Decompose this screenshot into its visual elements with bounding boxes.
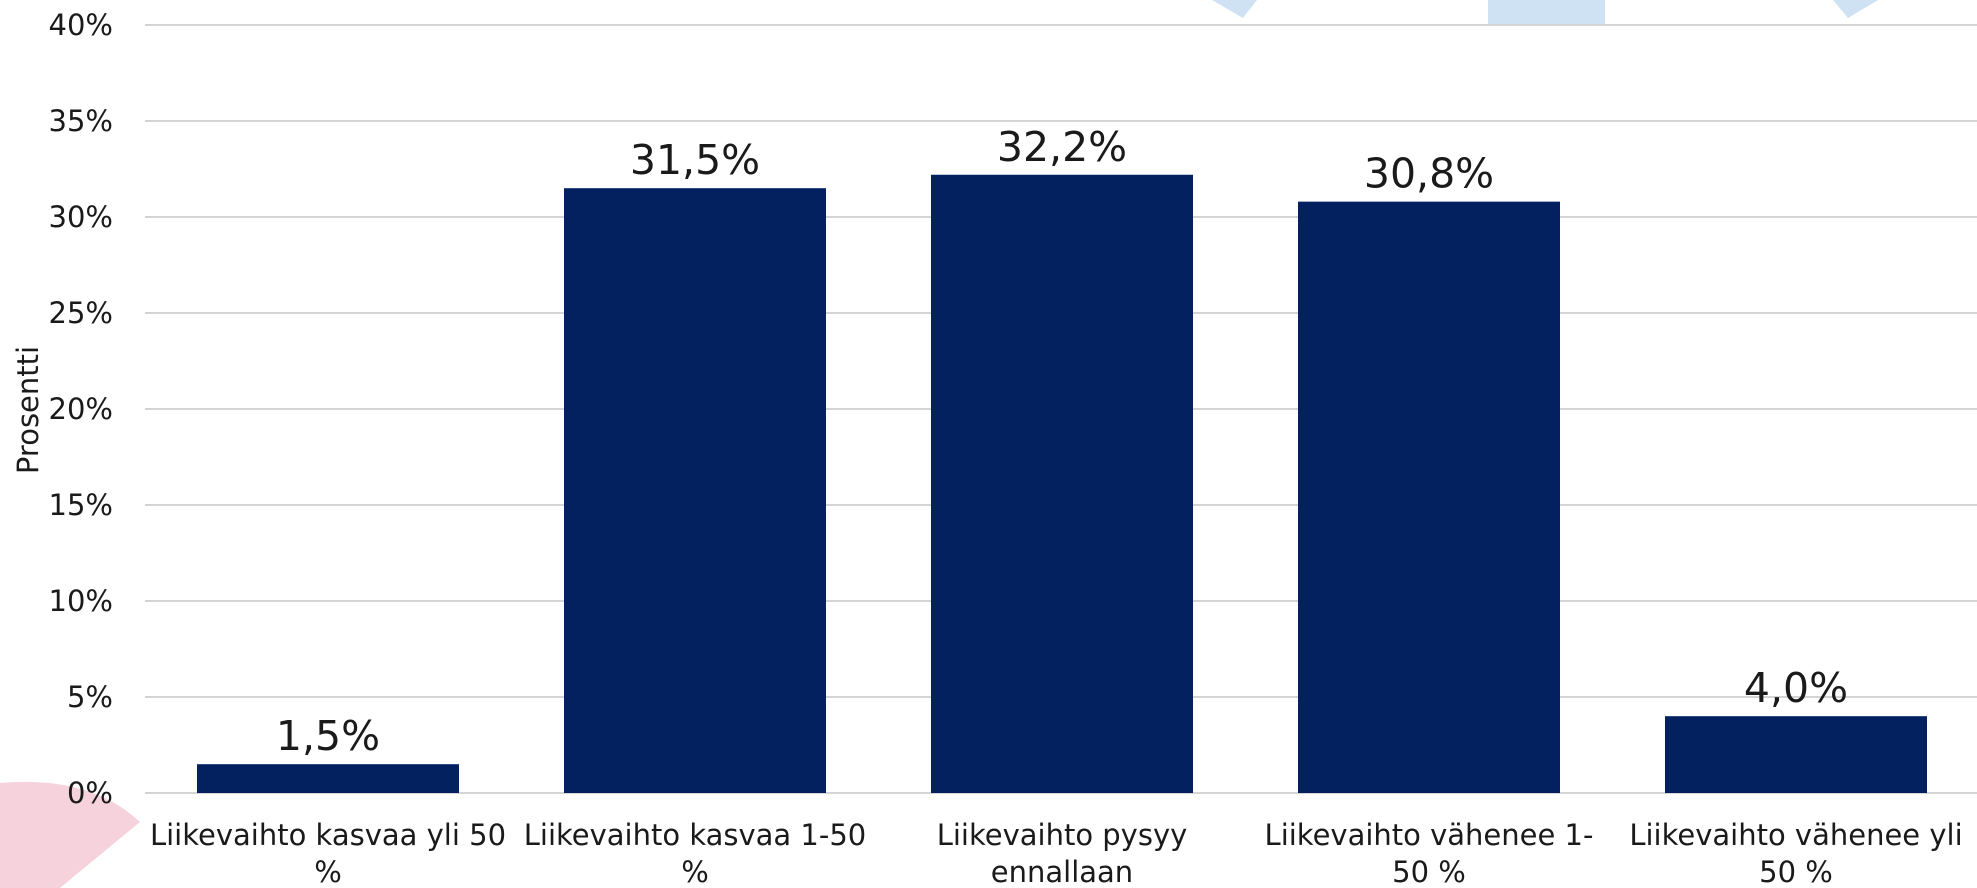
data-label: 4,0%	[1744, 664, 1848, 712]
y-tick-label: 10%	[49, 584, 113, 618]
y-tick-label: 25%	[49, 296, 113, 330]
data-label: 31,5%	[630, 136, 760, 184]
x-category-label: Liikevaihto kasvaa 1-50%	[524, 818, 866, 888]
y-tick-label: 5%	[67, 680, 113, 714]
y-tick-label: 15%	[49, 488, 113, 522]
decor-blue-wedge-left	[1212, 0, 1257, 18]
decor-pink-circle	[0, 781, 140, 888]
x-category-label: Liikevaihto vähenee yli 50 %	[1629, 818, 1962, 888]
bar	[564, 188, 826, 793]
data-labels: 1,5% 31,5% 32,2% 30,8% 4,0%	[276, 123, 1848, 760]
x-category-label: Liikevaihto vähenee 1-50 %	[1265, 818, 1594, 888]
y-axis-ticks: 0% 5% 10% 15% 20% 25% 30% 35% 40%	[49, 8, 113, 810]
data-label: 1,5%	[276, 712, 380, 760]
decor-blue-wedge-right	[1833, 0, 1878, 18]
x-category-label: Liikevaihto pysyy ennallaan	[937, 818, 1188, 888]
data-label: 30,8%	[1364, 150, 1494, 198]
y-tick-label: 20%	[49, 392, 113, 426]
y-tick-label: 40%	[49, 8, 113, 42]
bars	[197, 174, 1927, 793]
bar	[197, 764, 459, 793]
y-tick-label: 35%	[49, 104, 113, 138]
data-label: 32,2%	[997, 123, 1127, 171]
x-axis-categories: Liikevaihto kasvaa yli 50 % Liikevaihto ka…	[150, 818, 1963, 888]
background-decoration	[0, 0, 1878, 888]
bar	[1298, 201, 1560, 793]
y-tick-label: 0%	[67, 776, 113, 810]
y-tick-label: 30%	[49, 200, 113, 234]
decor-blue-block	[1488, 0, 1605, 25]
x-category-label: Liikevaihto kasvaa yli 50%	[150, 818, 506, 888]
bar	[931, 174, 1193, 793]
y-axis-title: Prosentti	[11, 346, 45, 474]
bar	[1665, 716, 1927, 793]
